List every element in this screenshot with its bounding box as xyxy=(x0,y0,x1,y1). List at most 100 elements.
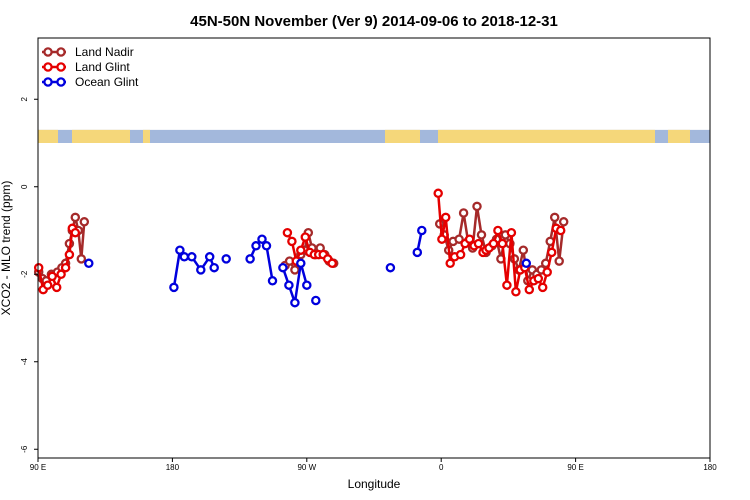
map-land-band xyxy=(143,129,150,143)
land-glint-point xyxy=(506,227,517,238)
land-glint-point xyxy=(455,249,466,260)
land-glint-point xyxy=(440,212,451,223)
ocean-glint-point xyxy=(187,252,197,262)
land-glint-point xyxy=(300,232,311,242)
ocean-glint-point xyxy=(175,245,185,255)
y-tick-label: 2 xyxy=(20,96,29,101)
land-glint-point xyxy=(70,227,81,238)
land-glint-point xyxy=(433,188,443,199)
ocean-glint-point xyxy=(196,265,206,275)
x-axis-label: Longitude xyxy=(348,477,401,491)
land-nadir-point xyxy=(472,201,482,212)
land-nadir-point xyxy=(79,217,90,227)
y-axis-label: XCO2 - MLO trend (ppm) xyxy=(0,181,13,316)
land-glint-point xyxy=(488,238,499,249)
land-glint-point xyxy=(546,247,557,258)
land-glint-point xyxy=(437,234,447,244)
y-tick-label: 0 xyxy=(20,184,29,189)
land-glint-point xyxy=(497,238,508,249)
x-tick-label: 90 E xyxy=(567,463,583,472)
land-glint-point xyxy=(511,287,521,297)
ocean-glint-point xyxy=(267,276,278,286)
y-tick-label: -4 xyxy=(20,358,29,366)
land-glint-point xyxy=(282,227,293,238)
legend-label-ocean-glint: Ocean Glint xyxy=(75,75,139,89)
y-tick-label: -2 xyxy=(20,270,29,278)
land-glint-point xyxy=(464,234,475,244)
land-glint-point xyxy=(542,267,552,277)
legend-label-land-nadir: Land Nadir xyxy=(75,45,134,59)
ocean-glint-point xyxy=(284,280,294,290)
ocean-glint-point xyxy=(385,262,396,273)
ocean-glint-point xyxy=(278,262,288,273)
y-axis: 2 0 -2 -4 -6 xyxy=(20,96,38,453)
legend-marker-land-glint xyxy=(43,62,53,72)
land-nadir-point xyxy=(70,212,81,223)
land-glint-point xyxy=(327,258,337,269)
ocean-glint-point xyxy=(209,262,219,273)
land-glint-point xyxy=(502,280,512,290)
x-axis: 90 E 180 90 W 0 90 E 180 xyxy=(30,458,717,472)
legend-marker-ocean-glint xyxy=(56,77,66,87)
map-strip xyxy=(38,129,710,143)
map-land-band xyxy=(385,129,420,143)
plot-frame xyxy=(37,37,711,459)
ocean-glint-point xyxy=(251,241,261,251)
ocean-glint-point xyxy=(221,254,231,264)
ocean-glint-point xyxy=(84,258,94,269)
legend-label-land-glint: Land Glint xyxy=(75,60,130,74)
map-land-band xyxy=(38,129,58,143)
land-nadir-point xyxy=(290,265,300,275)
x-tick-label: 90 E xyxy=(30,463,46,472)
ocean-glint-point xyxy=(412,247,423,258)
map-land-band xyxy=(438,129,655,143)
land-glint-point xyxy=(296,245,306,255)
legend-marker-ocean-glint xyxy=(43,77,53,87)
land-glint-point xyxy=(60,262,71,273)
x-tick-label: 180 xyxy=(166,463,180,472)
land-nadir-point xyxy=(76,254,87,264)
land-glint-point xyxy=(493,225,503,236)
ocean-glint-point xyxy=(296,258,306,269)
ocean-glint-point xyxy=(417,225,427,236)
ocean-glint-point xyxy=(169,282,179,293)
land-glint-point xyxy=(473,238,484,249)
ocean-glint-point xyxy=(179,252,190,262)
map-land-band xyxy=(72,129,130,143)
chart-title: 45N-50N November (Ver 9) 2014-09-06 to 2… xyxy=(190,13,558,30)
land-glint-point xyxy=(51,282,62,293)
land-nadir-point xyxy=(454,234,464,244)
land-glint-point xyxy=(524,284,535,295)
map-land-band xyxy=(668,129,690,143)
ocean-glint-point xyxy=(204,252,215,262)
land-nadir-point xyxy=(458,208,469,218)
land-glint-point xyxy=(47,271,57,282)
x-tick-label: 90 W xyxy=(297,463,316,472)
land-glint-point xyxy=(287,236,297,247)
land-glint-point xyxy=(33,262,44,273)
ocean-glint-point xyxy=(245,254,255,264)
ocean-glint-point xyxy=(290,297,300,308)
legend-marker-land-nadir xyxy=(56,47,66,57)
x-tick-label: 180 xyxy=(703,463,717,472)
land-glint-point xyxy=(42,280,53,290)
land-nadir-point xyxy=(549,212,560,223)
series-layer xyxy=(33,188,569,308)
y-tick-label: -6 xyxy=(20,445,29,453)
land-nadir-point xyxy=(554,256,564,266)
land-glint-point xyxy=(56,269,66,280)
land-nadir-point xyxy=(558,217,569,227)
ocean-glint-point xyxy=(311,295,321,306)
land-nadir-point xyxy=(518,245,529,255)
ocean-glint-point xyxy=(257,234,267,244)
land-glint-point xyxy=(533,273,544,284)
ocean-glint-point xyxy=(261,241,272,251)
legend-marker-land-nadir xyxy=(43,47,53,57)
ocean-glint-point xyxy=(302,280,312,290)
land-glint-point xyxy=(555,225,566,236)
land-glint-point xyxy=(537,282,548,293)
legend-marker-land-glint xyxy=(56,62,66,72)
ocean-glint-point xyxy=(521,258,532,269)
land-glint-point xyxy=(445,258,455,269)
